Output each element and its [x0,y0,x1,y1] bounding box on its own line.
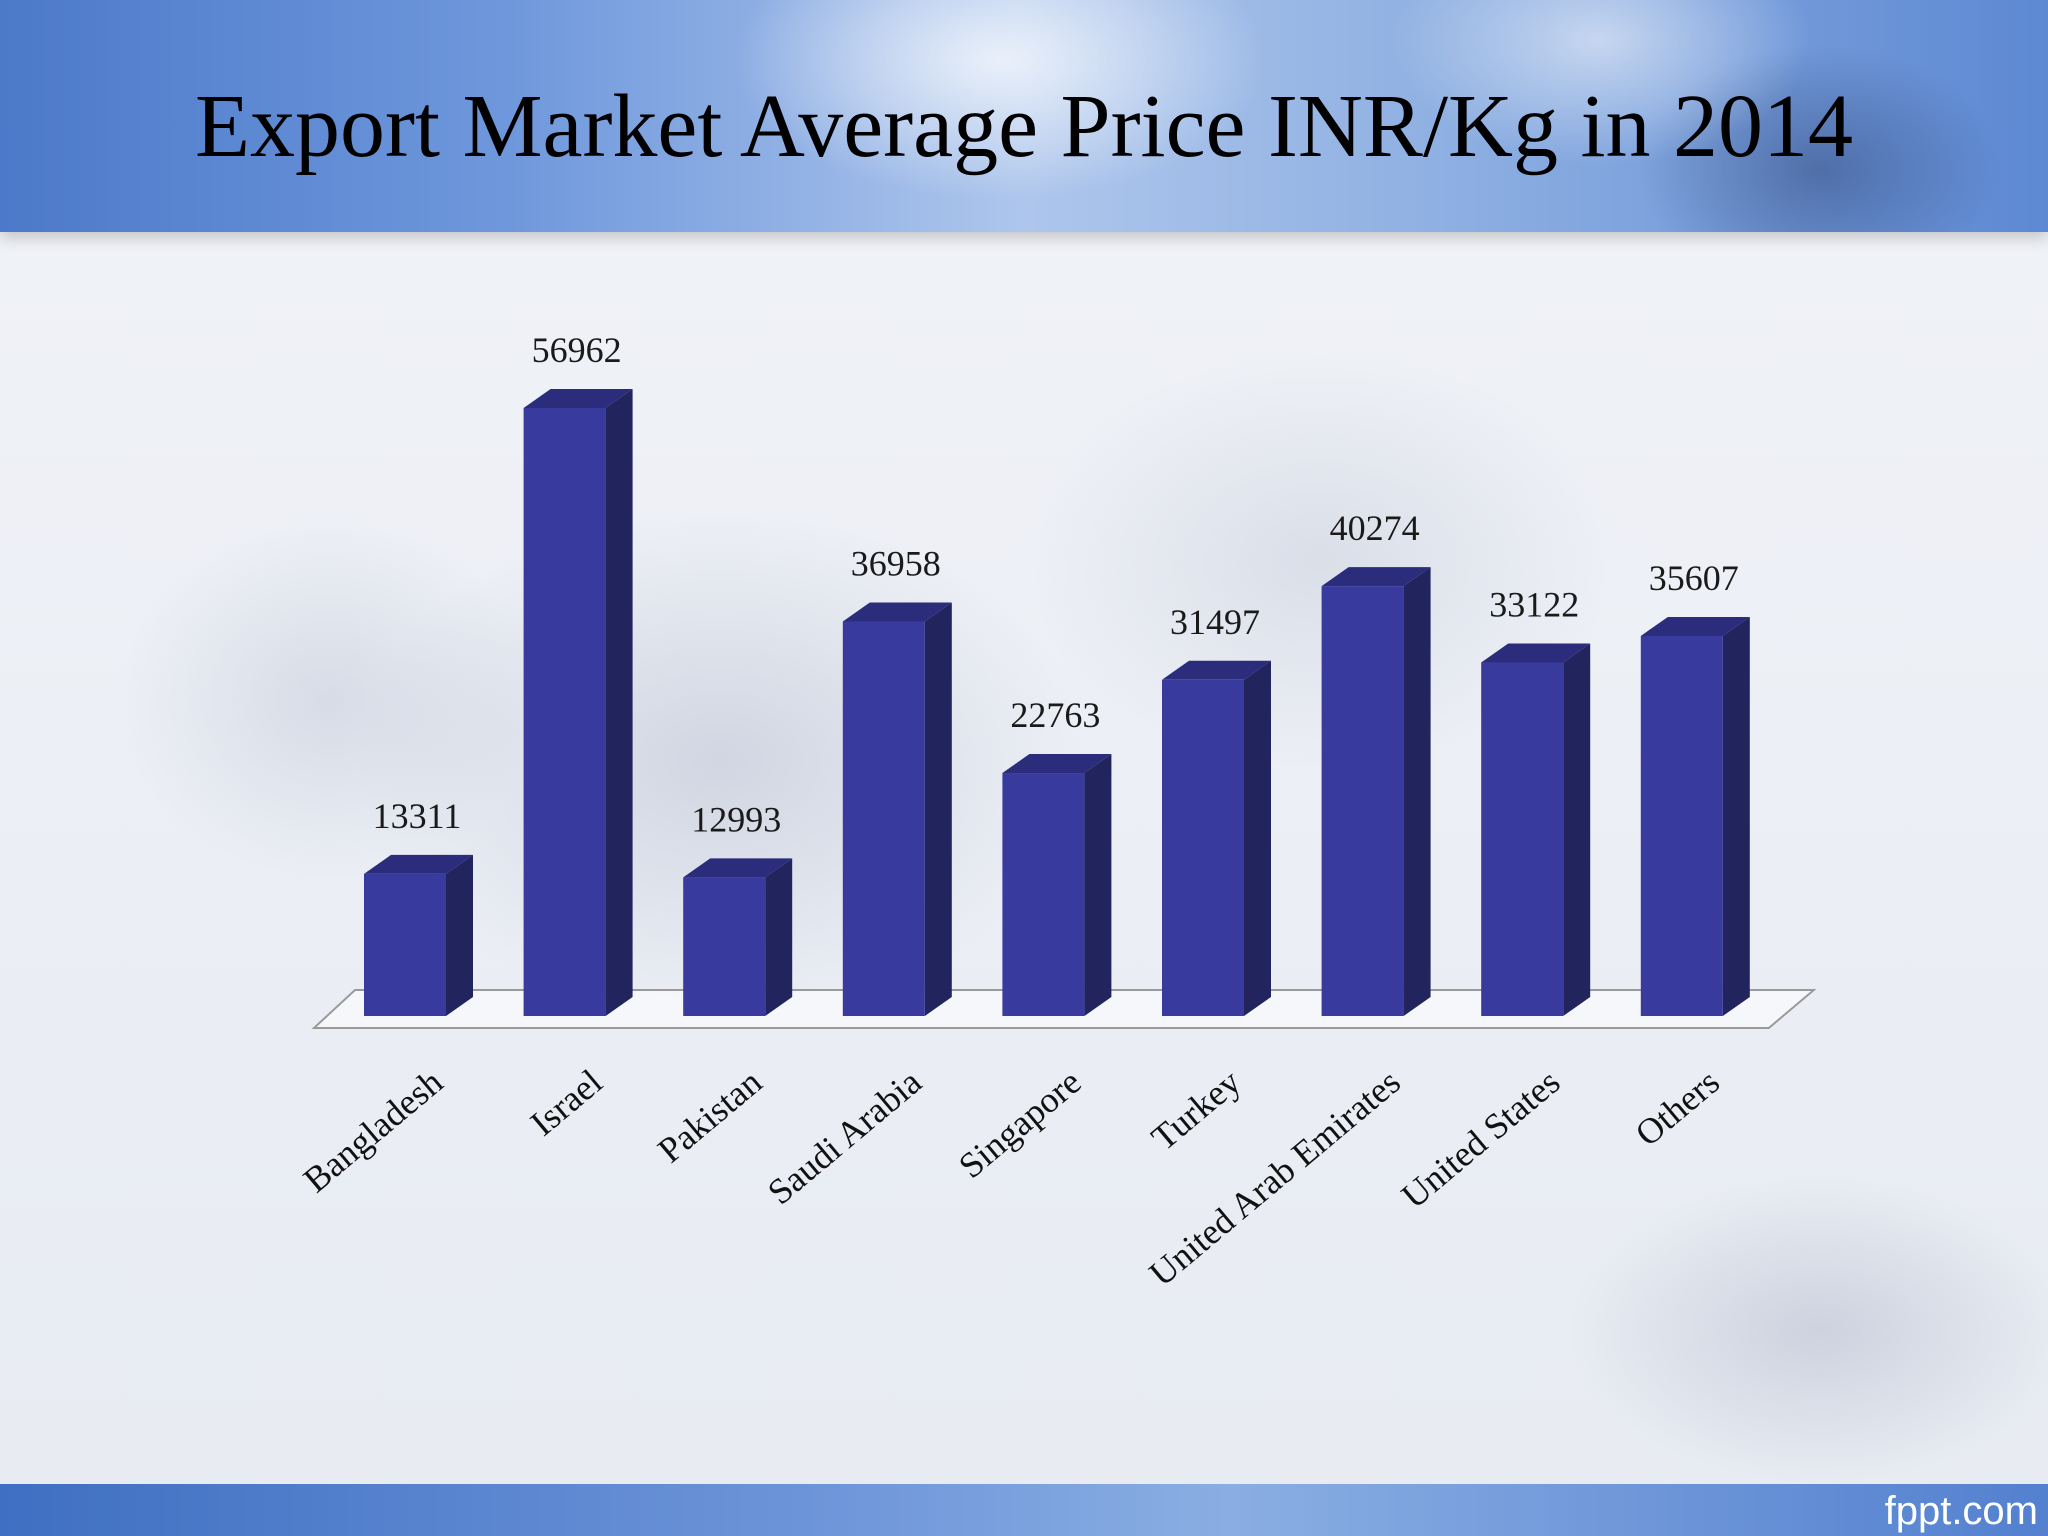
bar-side [1084,754,1112,1016]
data-label: 33122 [1489,584,1579,624]
bar-front [1321,586,1404,1016]
data-label: 13311 [373,796,462,836]
bar-top [683,858,793,878]
bar-front [1481,662,1564,1016]
data-label: 35607 [1649,558,1739,598]
bar-side [1403,567,1431,1016]
data-label: 56962 [532,330,622,370]
bar-top [842,602,952,622]
bar-front [1640,635,1723,1016]
bar [1002,754,1112,1016]
bar [1640,616,1750,1016]
slide-title: Export Market Average Price INR/Kg in 20… [195,77,1853,176]
bar-side [446,854,473,1016]
bar [1481,643,1591,1016]
bar-side [1722,616,1750,1016]
bar [683,858,793,1016]
data-label: 31497 [1170,602,1260,642]
bar-side [1244,660,1271,1016]
data-label: 36958 [851,544,941,584]
bar-top [1481,643,1591,663]
bar-front [523,408,606,1016]
x-tick-label: Saudi Arabia [760,1061,929,1212]
bar [1321,567,1431,1016]
bar-side [765,858,793,1016]
bar-front [1002,773,1085,1016]
chart-bars [364,389,1750,1016]
bar-top [364,854,473,874]
x-tick-label: Israel [523,1061,610,1143]
bar-top [1162,660,1271,680]
x-tick-label: United States [1394,1061,1568,1216]
x-tick-label: Others [1628,1061,1727,1153]
bar-front [364,873,446,1016]
data-label: 12993 [691,799,781,839]
bar [1162,660,1271,1016]
bar-top [1002,754,1112,774]
bar-side [605,389,633,1016]
brand-watermark: fppt.com [1884,1489,2038,1533]
bar-front [842,621,925,1016]
bar-front [1162,679,1244,1016]
bar-top [1321,567,1431,587]
bar-side [924,602,952,1016]
x-tick-label: Turkey [1144,1061,1248,1158]
footer-banner [0,1484,2048,1536]
bar-side [1563,643,1591,1016]
data-label: 40274 [1330,508,1420,548]
x-tick-label: Bangladesh [296,1061,450,1200]
bar-top [523,389,633,408]
bar-front [683,877,766,1016]
chart-value-labels: 13311 56962 12993 36958 22763 31497 40274 33122… [373,330,1739,839]
data-label: 22763 [1010,695,1100,735]
bar [842,602,952,1016]
x-tick-label: Pakistan [650,1061,769,1170]
bar [523,389,633,1016]
title-banner [0,0,2048,232]
x-tick-label: Singapore [951,1061,1089,1185]
bar [364,854,473,1016]
bar-top [1640,616,1750,636]
